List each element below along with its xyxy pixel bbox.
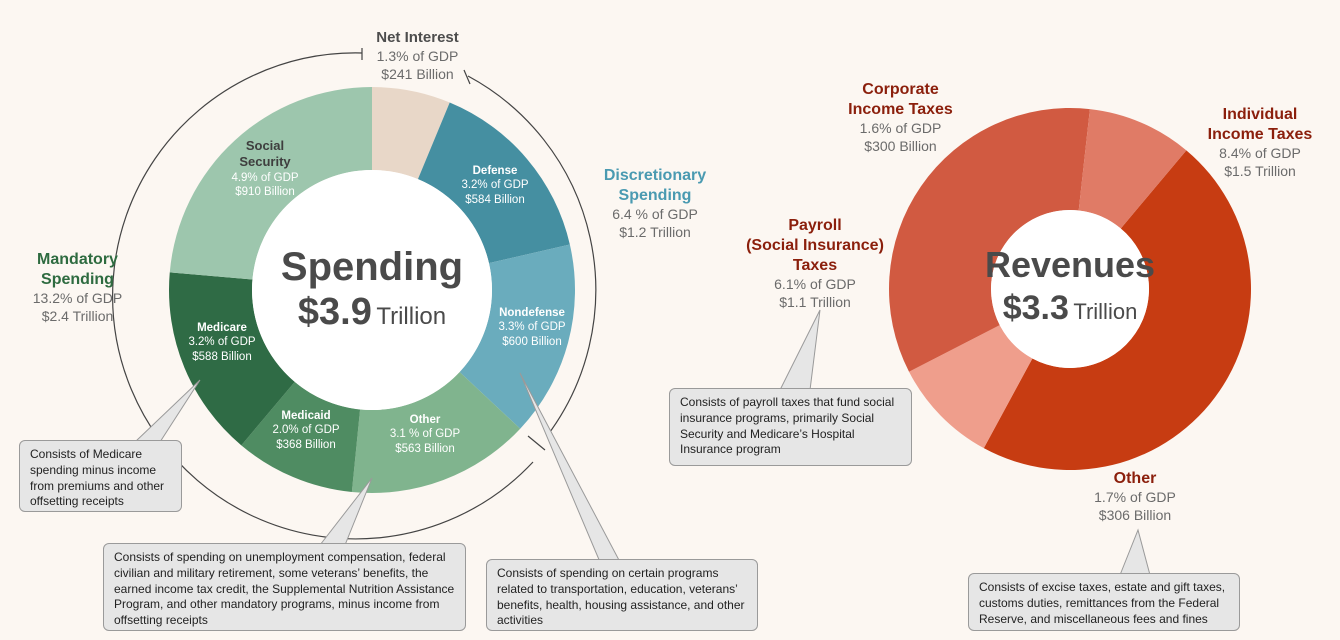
mandatory-bracket (112, 52, 534, 540)
bracket-lines (112, 48, 597, 540)
other-revenues-label: Other 1.7% of GDP $306 Billion (1070, 469, 1200, 524)
individual-taxes-label: Individual Income Taxes 8.4% of GDP $1.5… (1190, 105, 1330, 180)
net-interest-amount: $241 Billion (381, 65, 454, 82)
medicaid-pct: 2.0% of GDP (272, 424, 340, 437)
mandatory-name-1: Mandatory (37, 251, 118, 268)
revenues-total-value: $3.3 (1002, 289, 1069, 327)
other-revenues-amount: $306 Billion (1098, 506, 1172, 523)
mandatory-spending-label: Mandatory Spending 13.2% of GDP $2.4 Tri… (10, 250, 145, 325)
spending-total-value: $3.9 (297, 291, 372, 333)
payroll-name-1: Payroll (788, 217, 842, 234)
nondefense-callout: Consists of spending on certain programs… (486, 559, 758, 631)
spending-center-total: $3.9 Trillion (262, 290, 482, 342)
social-security-label: Social Security 4.9% of GDP $910 Billion (195, 138, 335, 199)
nondefense-label: Nondefense 3.3% of GDP $600 Billion (482, 306, 582, 349)
net-interest-name: Net Interest (376, 29, 459, 46)
payroll-name-3: Taxes (792, 257, 838, 274)
pointer-nondefense (519, 372, 621, 563)
payroll-amount: $1.1 Trillion (779, 293, 851, 310)
defense-label: Defense 3.2% of GDP $584 Billion (445, 164, 545, 207)
spending-center-hole (252, 170, 492, 410)
medicaid-label: Medicaid 2.0% of GDP $368 Billion (256, 409, 356, 452)
spending-center: Spending $3.9 Trillion (262, 244, 482, 342)
spending-center-title: Spending (280, 245, 464, 289)
revenues-total-unit: Trillion (1073, 299, 1138, 324)
social-security-name-2: Security (239, 154, 291, 170)
other-revenues-name: Other (1113, 470, 1157, 487)
social-security-name-1: Social (245, 138, 285, 153)
other-revenues-pct: 1.7% of GDP (1094, 489, 1176, 505)
other-spending-name: Other (409, 414, 441, 426)
pointer-payroll (779, 309, 821, 391)
nondefense-pct: 3.3% of GDP (498, 321, 566, 334)
spending-slice-medicaid (241, 381, 361, 492)
individual-amount: $1.5 Trillion (1224, 162, 1296, 179)
pointer-other-rev (1119, 528, 1151, 576)
mandatory-pct: 13.2% of GDP (32, 290, 123, 306)
corporate-name-2: Income Taxes (848, 101, 953, 118)
spending-slice-other (351, 372, 521, 493)
payroll-taxes-label: Payroll (Social Insurance) Taxes 6.1% of… (735, 216, 895, 311)
spending-slice-defense (417, 102, 570, 264)
other-spending-amount: $563 Billion (395, 442, 455, 455)
spending-donut (169, 87, 575, 493)
spending-slice-net-interest (372, 87, 450, 180)
corporate-name-1: Corporate (862, 81, 939, 98)
spending-slice-social-security (169, 87, 372, 280)
medicare-pct: 3.2% of GDP (188, 336, 256, 349)
medicaid-name: Medicaid (281, 410, 331, 422)
defense-pct: 3.2% of GDP (461, 179, 529, 192)
discretionary-amount: $1.2 Trillion (619, 223, 691, 240)
revenues-center-total: $3.3 Trillion (960, 287, 1180, 336)
discretionary-bracket (467, 75, 597, 437)
other-spending-label: Other 3.1 % of GDP $563 Billion (375, 413, 475, 456)
corporate-amount: $300 Billion (864, 137, 937, 154)
spending-slice-medicare (169, 272, 295, 446)
social-security-pct: 4.9% of GDP (231, 171, 299, 184)
payroll-name-2: (Social Insurance) (746, 237, 884, 254)
revenues-center-title: Revenues (984, 244, 1156, 285)
medicare-amount: $588 Billion (192, 350, 252, 363)
individual-pct: 8.4% of GDP (1219, 145, 1301, 161)
bracket-tick-top-right (463, 69, 471, 85)
medicare-name: Medicare (197, 322, 247, 334)
payroll-callout: Consists of payroll taxes that fund soci… (669, 388, 912, 466)
net-interest-label: Net Interest 1.3% of GDP $241 Billion (340, 28, 495, 83)
pointer-medicare (133, 379, 201, 443)
mandatory-amount: $2.4 Trillion (41, 307, 114, 324)
individual-name-1: Individual (1222, 106, 1298, 123)
defense-name: Defense (472, 165, 518, 177)
medicaid-amount: $368 Billion (276, 438, 336, 451)
spending-slice-nondefense (459, 244, 575, 429)
other-spending-pct: 3.1 % of GDP (389, 428, 461, 441)
individual-name-2: Income Taxes (1207, 126, 1313, 143)
bracket-tick-bottom (527, 435, 546, 451)
corporate-pct: 1.6% of GDP (859, 120, 942, 136)
corporate-taxes-label: Corporate Income Taxes 1.6% of GDP $300 … (828, 80, 973, 155)
discretionary-name-1: Discretionary (603, 167, 707, 184)
medicare-label: Medicare 3.2% of GDP $588 Billion (172, 321, 272, 364)
discretionary-name-2: Spending (618, 187, 692, 204)
revenues-donut (889, 107, 1252, 471)
other-revenues-callout: Consists of excise taxes, estate and gif… (968, 573, 1240, 631)
revenues-slice-corporate-income-taxes (1078, 109, 1187, 229)
other-mandatory-callout: Consists of spending on unemployment com… (103, 543, 466, 631)
revenues-slice-individual-income-taxes (983, 150, 1252, 471)
revenues-slice-other (909, 325, 1033, 449)
social-security-amount: $910 Billion (235, 185, 295, 198)
nondefense-amount: $600 Billion (502, 335, 562, 348)
medicare-callout: Consists of Medicare spending minus inco… (19, 440, 182, 512)
revenues-center: Revenues $3.3 Trillion (960, 243, 1180, 336)
spending-total-unit: Trillion (376, 303, 447, 330)
payroll-pct: 6.1% of GDP (774, 276, 856, 292)
revenues-slice-payroll-social-insurance-taxes (889, 107, 1090, 372)
discretionary-spending-label: Discretionary Spending 6.4 % of GDP $1.2… (585, 166, 725, 241)
defense-amount: $584 Billion (465, 193, 525, 206)
net-interest-pct: 1.3% of GDP (376, 48, 459, 64)
mandatory-name-2: Spending (41, 271, 114, 288)
discretionary-pct: 6.4 % of GDP (612, 206, 698, 222)
revenues-center-hole (991, 210, 1149, 368)
nondefense-name: Nondefense (499, 307, 565, 319)
